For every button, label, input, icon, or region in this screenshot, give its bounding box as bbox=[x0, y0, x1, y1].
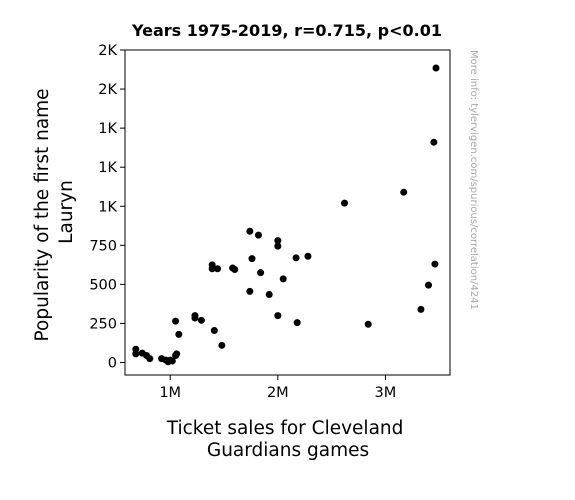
data-point bbox=[214, 265, 222, 273]
data-point bbox=[132, 350, 140, 358]
data-point bbox=[173, 350, 181, 358]
y-tick-label: 750 bbox=[89, 238, 117, 254]
data-point bbox=[172, 317, 180, 325]
data-point bbox=[208, 265, 216, 273]
y-axis-label-line-2: Lauryn bbox=[56, 180, 77, 244]
data-point bbox=[231, 266, 239, 274]
data-point bbox=[417, 305, 425, 313]
x-tick-label: 2M bbox=[267, 385, 289, 401]
x-tick-label: 3M bbox=[375, 385, 397, 401]
chart-title: Years 1975-2019, r=0.715, p<0.01 bbox=[131, 21, 442, 40]
watermark-text: More info: tylervigen.com/spurious/corre… bbox=[468, 50, 479, 310]
data-points bbox=[132, 64, 440, 366]
data-point bbox=[168, 357, 176, 365]
y-tick-label: 0 bbox=[108, 356, 117, 372]
y-axis: 0 250 500 750 1K 1K 1K 2K 2K bbox=[89, 43, 125, 372]
data-point bbox=[257, 269, 265, 277]
data-point bbox=[293, 319, 301, 327]
data-point bbox=[191, 314, 199, 322]
y-axis-label: Popularity of the first name Lauryn bbox=[32, 83, 77, 342]
data-point bbox=[254, 231, 262, 239]
data-point bbox=[175, 330, 183, 338]
data-point bbox=[210, 326, 218, 334]
data-point bbox=[265, 291, 273, 299]
data-point bbox=[304, 252, 312, 260]
data-point bbox=[279, 275, 287, 283]
data-point bbox=[430, 138, 438, 146]
data-point bbox=[292, 254, 300, 262]
y-tick-label: 2K bbox=[98, 82, 117, 98]
y-tick-label: 1K bbox=[98, 160, 117, 176]
data-point bbox=[246, 227, 254, 235]
plot-area bbox=[124, 49, 451, 376]
x-axis-label-line-2: Guardians games bbox=[207, 440, 369, 461]
x-axis: 1M 2M 3M bbox=[159, 375, 396, 401]
x-axis-label-line-1: Ticket sales for Cleveland bbox=[166, 418, 404, 439]
data-point bbox=[248, 255, 256, 263]
data-point bbox=[341, 199, 349, 207]
x-axis-label: Ticket sales for Cleveland Guardians gam… bbox=[166, 418, 410, 461]
data-point bbox=[274, 237, 282, 245]
data-point bbox=[424, 281, 432, 289]
data-point bbox=[246, 287, 254, 295]
y-axis-label-line-1: Popularity of the first name bbox=[32, 88, 53, 341]
data-point bbox=[400, 188, 408, 196]
y-tick-label: 1K bbox=[98, 199, 117, 215]
data-point bbox=[197, 316, 205, 324]
y-tick-label: 1K bbox=[98, 121, 117, 137]
data-point bbox=[432, 64, 440, 72]
x-tick-label: 1M bbox=[159, 385, 181, 401]
data-point bbox=[146, 355, 154, 363]
y-tick-label: 250 bbox=[89, 316, 117, 332]
y-tick-label: 2K bbox=[98, 43, 117, 59]
y-tick-label: 500 bbox=[89, 277, 117, 293]
data-point bbox=[274, 242, 282, 250]
data-point bbox=[218, 341, 226, 349]
data-point bbox=[431, 260, 439, 268]
data-point bbox=[274, 312, 282, 320]
data-point bbox=[364, 320, 372, 328]
